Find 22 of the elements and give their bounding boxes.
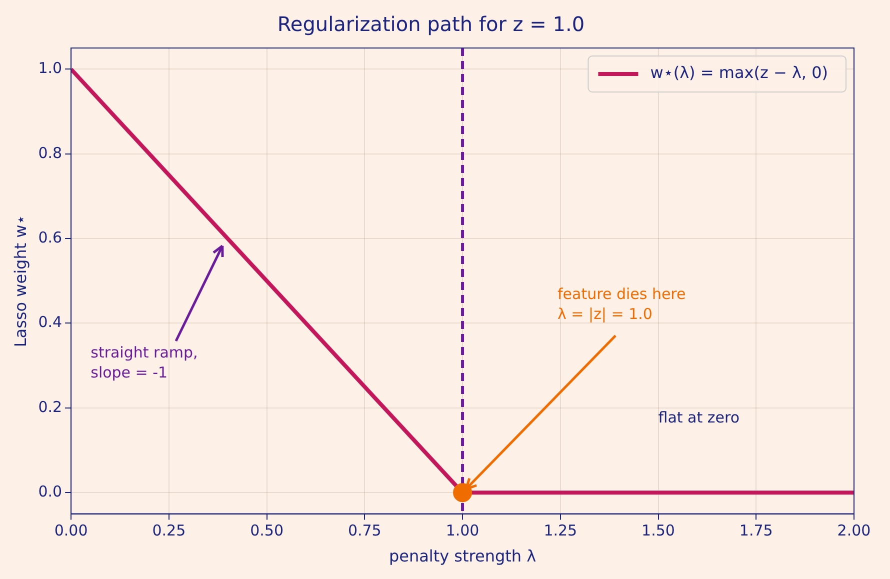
x-tick-label: 1.00 bbox=[446, 522, 480, 540]
x-tick-label: 1.50 bbox=[642, 522, 675, 540]
y-tick-label: 0.0 bbox=[38, 482, 62, 501]
x-tick-label: 0.25 bbox=[152, 522, 186, 540]
annotation: straight ramp, slope = -1 bbox=[90, 344, 198, 382]
y-tick-label: 0.8 bbox=[38, 144, 62, 162]
annotation: flat at zero bbox=[658, 408, 740, 427]
chart-title: Regularization path for z = 1.0 bbox=[277, 12, 585, 36]
x-tick-label: 1.75 bbox=[739, 522, 773, 540]
x-tick-label: 0.50 bbox=[250, 522, 284, 540]
y-axis-title: Lasso weight w⋆ bbox=[10, 214, 30, 348]
annotation: feature dies here λ = |z| = 1.0 bbox=[558, 285, 686, 324]
x-tick-label: 0.00 bbox=[54, 522, 88, 540]
y-tick-label: 0.4 bbox=[38, 313, 62, 332]
legend-label: w⋆(λ) = max(z − λ, 0) bbox=[650, 63, 828, 82]
y-tick-label: 0.6 bbox=[38, 228, 62, 246]
x-axis-title: penalty strength λ bbox=[388, 546, 536, 566]
x-tick-label: 0.75 bbox=[348, 522, 382, 540]
x-tick-label: 1.25 bbox=[544, 522, 578, 540]
x-tick-label: 2.00 bbox=[837, 522, 871, 540]
y-tick-label: 0.2 bbox=[38, 398, 62, 416]
y-tick-label: 1.0 bbox=[38, 59, 62, 78]
